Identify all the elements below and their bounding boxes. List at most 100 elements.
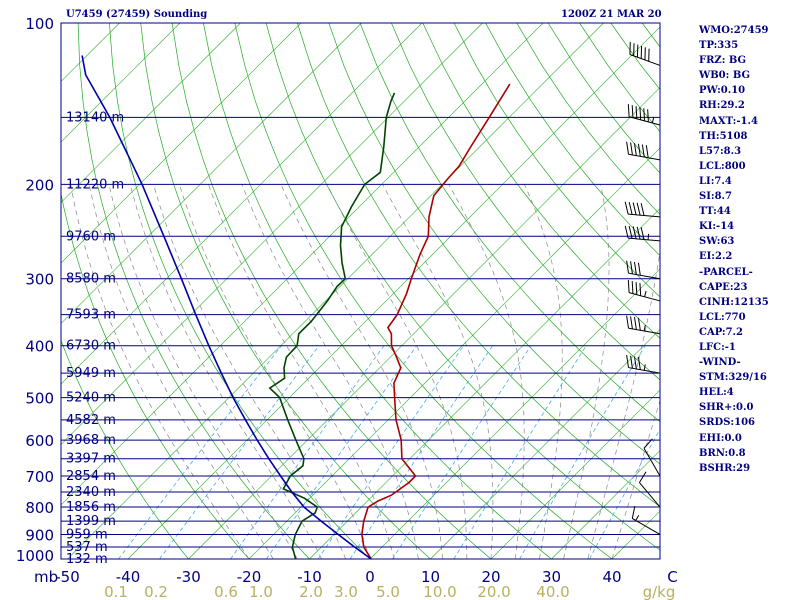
isotherm	[61, 23, 181, 143]
stat-item: TP:335	[699, 40, 739, 52]
barb-feather	[627, 104, 630, 117]
stat-item: -WIND-	[699, 357, 741, 369]
pressure-label: 400	[25, 338, 54, 356]
moist-adiabat	[70, 184, 250, 559]
wind-barb	[624, 201, 661, 218]
height-label: 132 m	[66, 552, 108, 567]
stat-item: L57:8.3	[699, 145, 742, 157]
isotherm	[67, 23, 604, 559]
barb-feather	[632, 202, 637, 215]
stats-panel: WMO:27459 TP:335 FRZ: BG WB0: BG PW:0.10 RH:2…	[699, 23, 769, 476]
isotherm	[188, 87, 660, 559]
stat-item: STM:329/16	[699, 372, 767, 384]
temp-tick-label: 20	[481, 568, 500, 586]
pressure-label: 1000	[16, 547, 54, 565]
mixing-ratio-label: 0.1	[104, 583, 128, 600]
mixing-ratio-label: 2.0	[299, 583, 323, 600]
mixing-ratio-label: g/kg	[643, 583, 676, 600]
barb-feather	[630, 316, 633, 329]
dry-adiabat	[234, 23, 613, 559]
wind-barb	[626, 354, 661, 374]
barb-feather	[634, 143, 637, 156]
stat-item: TH:5108	[699, 130, 748, 142]
dewpoint-line	[268, 92, 396, 559]
barb-feather	[634, 261, 637, 275]
dry-adiabat	[140, 23, 431, 559]
barb-feather	[631, 281, 634, 294]
barb-feather	[643, 108, 646, 121]
temp-tick-label: -10	[297, 568, 322, 586]
stat-item: -PARCEL-	[699, 266, 753, 278]
temp-tick-label: C	[667, 568, 677, 586]
isotherm	[309, 208, 660, 559]
barb-half-feather	[647, 233, 650, 240]
wind-barb	[627, 104, 661, 126]
height-label: 4582 m	[66, 413, 116, 428]
barb-feather	[634, 356, 637, 370]
isotherm	[248, 147, 660, 559]
mixing-ratio-label: 1.0	[249, 583, 273, 600]
moist-adiabat	[153, 184, 347, 559]
barb-feather	[624, 201, 629, 215]
pressure-label: 900	[25, 526, 54, 544]
barb-staff	[643, 448, 661, 477]
sounding-time: 1200Z 21 MAR 20	[561, 9, 662, 20]
temp-tick-label: -20	[237, 568, 262, 586]
moist-adiabat	[241, 184, 419, 559]
moist-adiabat	[587, 249, 660, 559]
stat-item: FRZ: BG	[699, 55, 747, 67]
temp-tick-label: 30	[542, 568, 561, 586]
mixing-ratio-line	[230, 345, 385, 559]
barb-feather	[637, 143, 641, 157]
stat-item: CINH:12135	[699, 296, 769, 308]
temp-tick-label: 40	[602, 568, 621, 586]
dry-adiabat	[171, 23, 492, 559]
mixing-ratio-line	[317, 345, 465, 559]
chart-grid	[61, 23, 660, 559]
mixing-ratio-label: 3.0	[334, 583, 358, 600]
stat-item: PW:0.10	[699, 85, 746, 97]
wind-barb	[629, 41, 661, 66]
stat-item: CAPE:23	[699, 281, 748, 293]
mixing-ratio-label: 40.0	[536, 583, 569, 600]
barb-feather	[630, 142, 633, 156]
height-label: 13140 m	[66, 110, 124, 125]
barb-staff	[628, 367, 661, 374]
isotherm	[61, 23, 483, 445]
dry-adiabat	[265, 23, 660, 551]
temp-tick-label: -50	[55, 568, 80, 586]
stat-item: WMO:27459	[699, 25, 769, 36]
height-label: 537 m	[66, 540, 108, 555]
barb-half-feather	[643, 324, 646, 332]
barb-feather	[626, 141, 629, 155]
isotherm	[369, 268, 660, 559]
height-label: 11220 m	[66, 177, 124, 192]
moist-adiabat	[108, 184, 298, 559]
barb-staff	[639, 482, 661, 508]
isotherm	[61, 23, 302, 264]
barb-feather	[647, 109, 649, 122]
stat-item: WB0: BG	[699, 70, 750, 82]
barb-feather	[635, 282, 638, 295]
height-label: 2854 m	[66, 469, 116, 484]
barb-feather	[639, 471, 647, 483]
wind-barb	[631, 505, 661, 535]
mixing-ratio-label: 20.0	[477, 583, 510, 600]
mixing-ratio-label: 0.6	[214, 583, 238, 600]
height-label: 6730 m	[66, 339, 116, 354]
barb-feather	[626, 354, 629, 368]
temp-tick-label: 0	[365, 568, 375, 586]
stat-item: LCL:800	[699, 160, 746, 172]
barb-half-feather	[644, 290, 647, 297]
height-label: 2340 m	[66, 485, 116, 500]
barb-feather	[637, 317, 641, 331]
barb-feather	[636, 202, 641, 216]
barb-feather	[637, 262, 641, 276]
station-title: U7459 (27459) Sounding	[66, 9, 208, 20]
moist-adiabat	[129, 184, 322, 559]
pressure-label: 200	[25, 176, 54, 194]
height-label: 9760 m	[66, 229, 116, 244]
dry-adiabat	[203, 23, 552, 559]
